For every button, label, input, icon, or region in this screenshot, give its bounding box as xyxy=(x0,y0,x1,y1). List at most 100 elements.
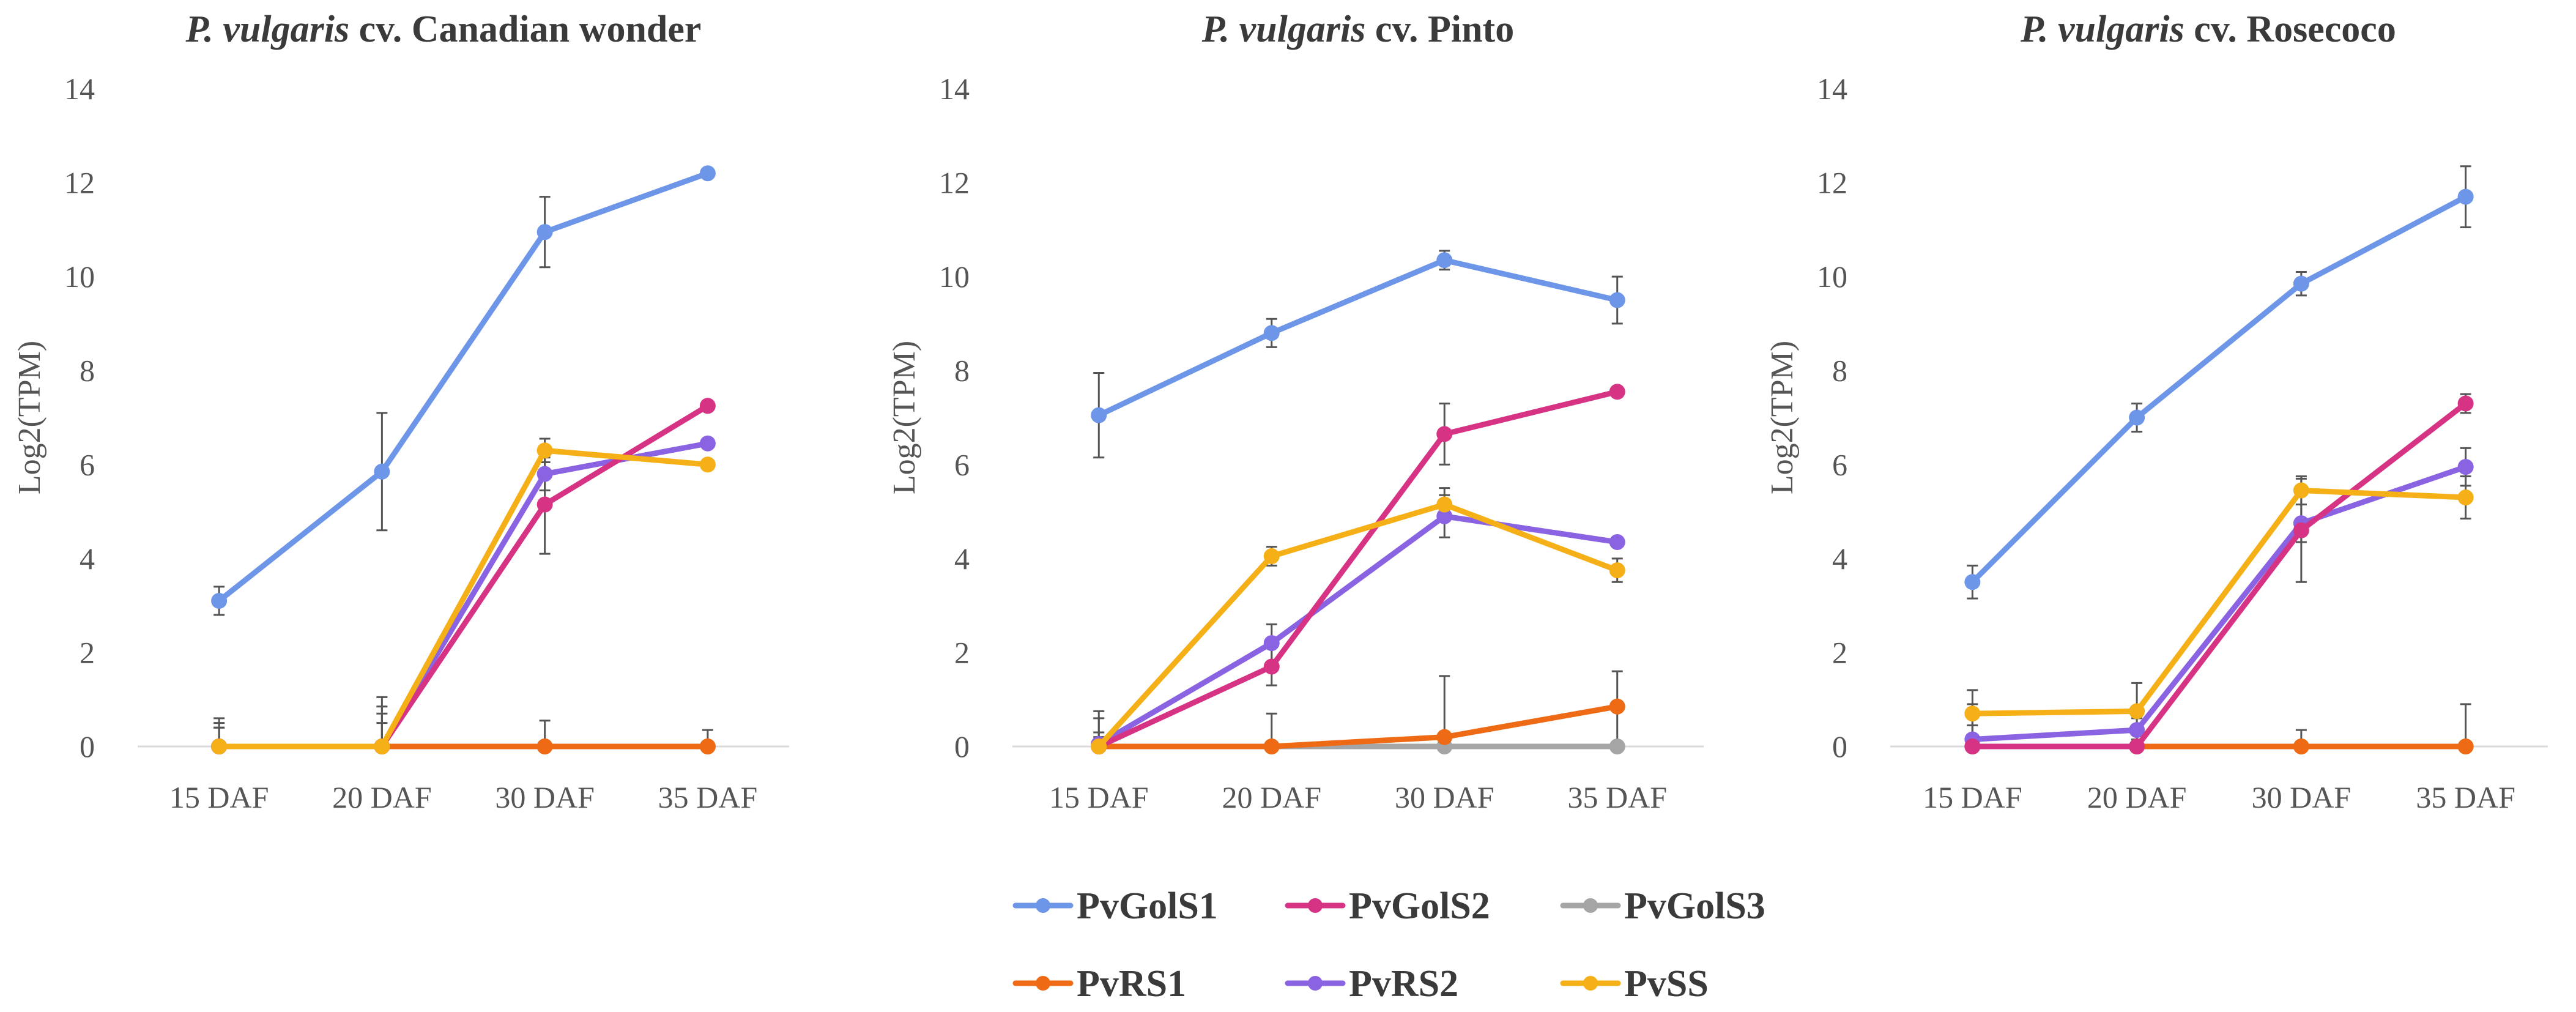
data-point-pvgols1 xyxy=(536,224,553,240)
chart-title-rest: cv. Pinto xyxy=(1365,9,1514,50)
x-tick-label: 20 DAF xyxy=(332,780,432,814)
y-tick-label: 6 xyxy=(1832,447,1847,482)
chart-title: P. vulgaris cv. Canadian wonder xyxy=(185,9,702,50)
data-point-pvrs2 xyxy=(699,435,716,452)
data-point-pvgols2 xyxy=(1263,658,1280,675)
chart-title-italic: P. vulgaris xyxy=(1201,9,1366,50)
y-tick-label: 12 xyxy=(939,166,970,200)
chart-title-italic: P. vulgaris xyxy=(185,9,350,50)
data-point-pvgols1 xyxy=(699,165,716,182)
data-point-pvrs1 xyxy=(2457,739,2474,754)
series-line-pvss xyxy=(1096,502,1620,750)
y-tick-label: 14 xyxy=(64,72,95,106)
data-point-pvrs2 xyxy=(1263,635,1280,652)
data-point-pvss xyxy=(536,442,553,459)
x-tick-label: 15 DAF xyxy=(1923,780,2022,814)
legend-marker-pvrs1 xyxy=(1036,976,1050,991)
data-point-pvss xyxy=(1263,548,1280,565)
x-tick-label: 20 DAF xyxy=(2087,780,2187,814)
data-point-pvgols2 xyxy=(2293,522,2309,538)
legend-label: PvSS xyxy=(1624,963,1709,1005)
x-tick-label: 15 DAF xyxy=(169,780,269,814)
series-line-pvgols1 xyxy=(216,170,711,604)
data-point-pvgols1 xyxy=(374,463,390,480)
legend: PvGolS1 PvGolS2 PvGolS3 PvRS1 PvRS2 PvSS xyxy=(1012,885,1765,1005)
data-point-pvss xyxy=(211,739,228,754)
data-point-pvrs2 xyxy=(1609,534,1625,550)
y-tick-label: 0 xyxy=(1832,729,1847,764)
legend-marker-pvgols3 xyxy=(1583,898,1598,913)
chart-title-rest: cv. Canadian wonder xyxy=(349,9,701,50)
series-line-pvgols1 xyxy=(1969,194,2469,585)
series-line-pvrs1 xyxy=(1096,704,1620,750)
y-axis-label: Log2(TPM) xyxy=(887,341,922,494)
y-tick-label: 8 xyxy=(954,354,970,388)
y-tick-label: 12 xyxy=(64,166,95,200)
x-tick-label: 35 DAF xyxy=(658,780,758,814)
x-tick-label: 30 DAF xyxy=(2252,780,2351,814)
data-point-pvrs2 xyxy=(2129,722,2145,739)
data-point-pvgols3 xyxy=(1609,739,1625,754)
data-point-pvss xyxy=(2457,489,2474,506)
data-point-pvss xyxy=(1609,562,1625,579)
legend-marker-pvgols2 xyxy=(1308,898,1323,913)
data-point-pvrs1 xyxy=(536,739,553,754)
y-tick-label: 8 xyxy=(1832,354,1847,388)
y-axis-label: Log2(TPM) xyxy=(1765,341,1800,494)
data-point-pvss xyxy=(2293,482,2309,499)
data-point-pvgols1 xyxy=(1436,252,1453,269)
data-point-pvss xyxy=(699,456,716,473)
legend-label: PvRS2 xyxy=(1349,963,1458,1005)
data-point-pvgols2 xyxy=(2129,739,2145,754)
data-point-pvrs1 xyxy=(1436,729,1453,745)
data-point-pvgols1 xyxy=(2293,275,2309,292)
legend-marker-pvgols1 xyxy=(1036,898,1050,913)
data-point-pvrs1 xyxy=(1609,698,1625,715)
series-line-pvss xyxy=(1969,488,2469,716)
data-point-pvrs1 xyxy=(2293,739,2309,754)
series-line-pvss xyxy=(216,447,711,750)
legend-marker-pvrs2 xyxy=(1308,976,1323,991)
series-line-pvgols2 xyxy=(1096,389,1620,750)
data-point-pvss xyxy=(1436,496,1453,513)
legend-label: PvGolS1 xyxy=(1077,885,1218,927)
y-axis-label: Log2(TPM) xyxy=(12,341,47,494)
legend-label: PvGolS2 xyxy=(1349,885,1490,927)
y-tick-label: 6 xyxy=(80,447,95,482)
chart-title: P. vulgaris cv. Pinto xyxy=(1201,9,1514,50)
y-tick-label: 2 xyxy=(954,635,970,669)
legend-label: PvGolS3 xyxy=(1624,885,1765,927)
data-point-pvgols1 xyxy=(1263,325,1280,341)
y-tick-label: 0 xyxy=(954,729,970,764)
chart-title-rest: cv. Rosecoco xyxy=(2184,9,2396,50)
y-tick-label: 10 xyxy=(939,259,970,294)
data-point-pvgols2 xyxy=(699,398,716,414)
x-tick-label: 35 DAF xyxy=(1567,780,1667,814)
data-point-pvss xyxy=(1964,705,1981,722)
chart-panel-3: P. vulgaris cv. Rosecoco Log2(TPM) 0 2 4 6 8 10… xyxy=(1765,9,2548,814)
y-tick-label: 4 xyxy=(80,541,95,576)
data-point-pvrs2 xyxy=(1436,508,1453,524)
data-point-pvgols2 xyxy=(536,496,553,513)
data-point-pvgols1 xyxy=(2129,409,2145,426)
series-line-pvgols1 xyxy=(1096,257,1620,419)
y-tick-label: 2 xyxy=(80,635,95,669)
data-point-pvgols2 xyxy=(1964,739,1981,754)
y-tick-label: 2 xyxy=(1832,635,1847,669)
chart-panel-1: P. vulgaris cv. Canadian wonder Log2(TPM)… xyxy=(12,9,789,814)
data-point-pvss xyxy=(374,739,390,754)
x-tick-label: 15 DAF xyxy=(1049,780,1149,814)
data-point-pvgols2 xyxy=(1609,384,1625,400)
legend-marker-pvss xyxy=(1583,976,1598,991)
y-tick-label: 4 xyxy=(954,541,970,576)
data-point-pvgols2 xyxy=(2457,395,2474,412)
x-tick-label: 35 DAF xyxy=(2416,780,2515,814)
series-line-pvrs2 xyxy=(1096,513,1620,747)
data-point-pvgols1 xyxy=(211,592,228,609)
legend-label: PvRS1 xyxy=(1077,963,1186,1005)
data-point-pvgols1 xyxy=(1609,292,1625,308)
data-point-pvrs2 xyxy=(2457,459,2474,475)
y-tick-label: 10 xyxy=(1817,259,1847,294)
y-tick-label: 12 xyxy=(1817,166,1847,200)
